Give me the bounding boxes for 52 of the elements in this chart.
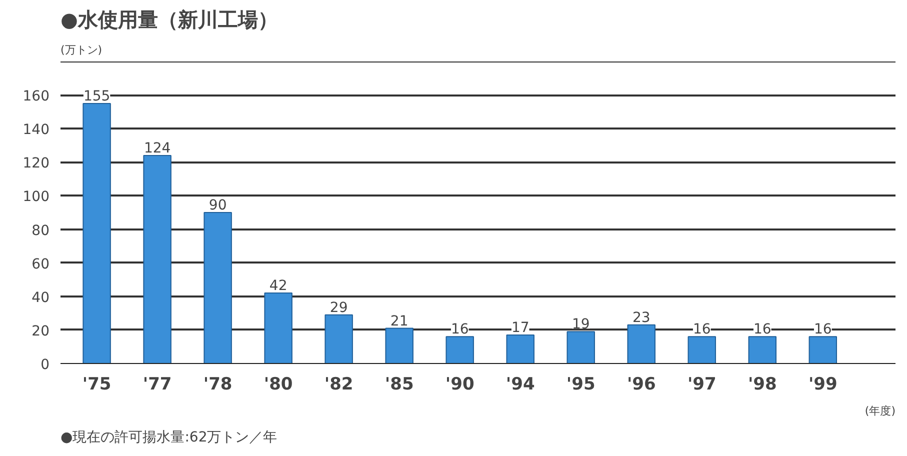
data-label: 17 [511, 320, 530, 336]
data-label: 23 [632, 310, 650, 326]
data-label: 19 [572, 316, 590, 333]
text: ●現在の許可揚水量:62万トン／年 [60, 430, 278, 446]
bar [446, 336, 474, 364]
y-tick-label: 120 [22, 156, 50, 172]
bar [204, 212, 232, 364]
data-label: 124 [144, 140, 171, 156]
x-tick-label: '80 [264, 374, 293, 394]
y-tick-label: 40 [32, 290, 50, 306]
y-axis-title: (万トン) [60, 44, 102, 56]
bar [688, 336, 716, 364]
bar [143, 154, 172, 364]
x-tick-label: '78 [203, 374, 232, 394]
data-label: 16 [753, 322, 772, 338]
x-tick-label: '96 [626, 374, 656, 394]
bar [324, 314, 353, 364]
data-label: 155 [83, 88, 110, 104]
y-tick-label: 80 [32, 222, 50, 239]
bar [82, 102, 111, 364]
x-tick-label: '94 [506, 374, 535, 394]
y-tick-label: 100 [22, 189, 50, 206]
chart-title: ●水使用量（新川工場） [60, 8, 278, 32]
x-tick-label: '95 [566, 374, 596, 394]
y-tick-label: 160 [22, 88, 50, 105]
data-label: 16 [814, 322, 832, 338]
y-tick-label: 140 [22, 122, 50, 138]
x-tick-label: '98 [748, 374, 777, 394]
bar [808, 336, 838, 364]
x-tick-label: '77 [142, 374, 172, 394]
data-label: 16 [692, 322, 711, 338]
data-label: 29 [330, 300, 348, 316]
x-tick-label: '90 [445, 374, 474, 394]
x-tick-label: '97 [687, 374, 716, 394]
bar [627, 324, 656, 364]
x-axis-title: (年度) [864, 404, 896, 418]
bar [385, 328, 414, 364]
data-label: 16 [450, 322, 469, 338]
y-tick-label: 60 [32, 256, 50, 272]
y-tick-label: 20 [32, 323, 50, 340]
data-label: 42 [269, 278, 288, 294]
x-tick-label: '85 [384, 374, 414, 394]
bar [748, 336, 776, 364]
bar [264, 292, 292, 364]
x-tick-label: '75 [82, 374, 112, 394]
x-tick-label: '99 [808, 374, 838, 394]
bar [506, 334, 534, 364]
data-label: 21 [390, 313, 408, 330]
bar [566, 331, 595, 364]
x-tick-label: '82 [324, 374, 354, 394]
data-label: 90 [208, 198, 227, 214]
y-tick-label: 0 [40, 357, 50, 373]
